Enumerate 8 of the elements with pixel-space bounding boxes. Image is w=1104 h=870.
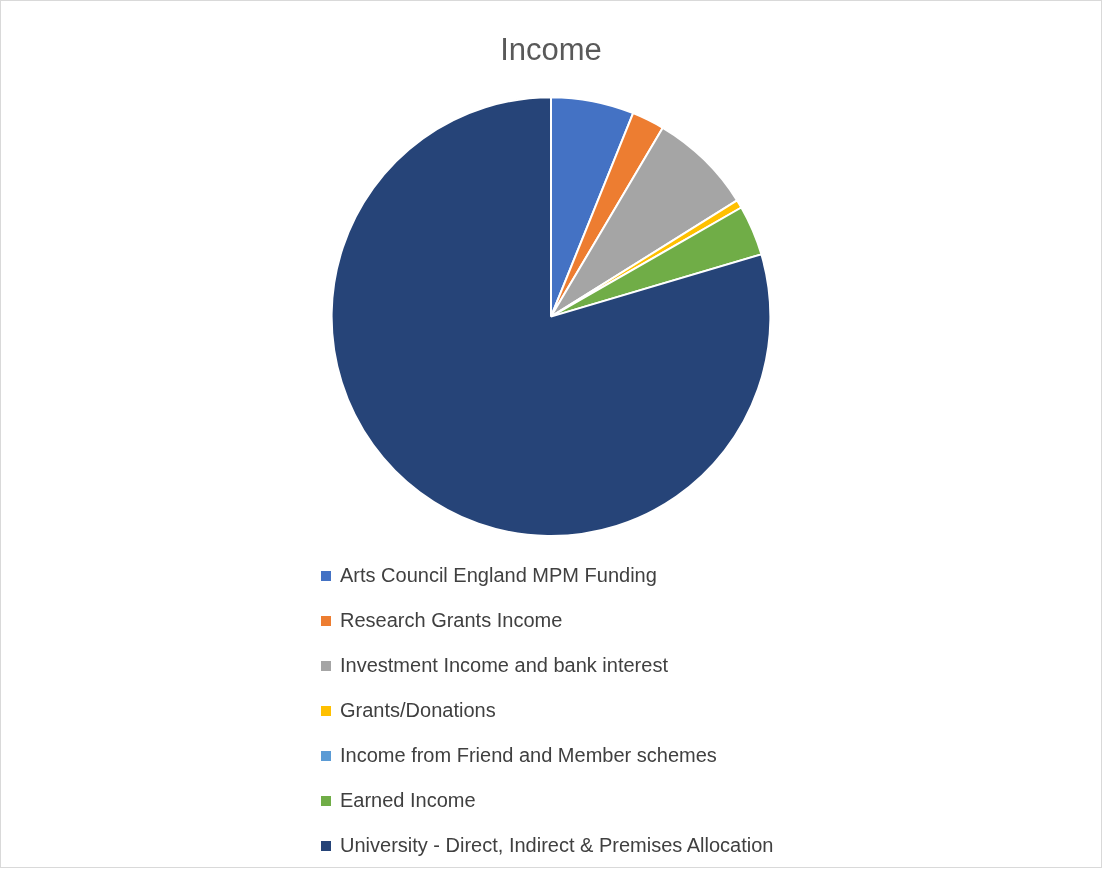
legend-label: Earned Income: [340, 789, 476, 812]
chart-title: Income: [500, 32, 602, 68]
legend-label: Arts Council England MPM Funding: [340, 564, 657, 587]
legend-label: Grants/Donations: [340, 699, 496, 722]
legend-label: Investment Income and bank interest: [340, 654, 668, 677]
legend-label: University - Direct, Indirect & Premises Allocation: [340, 834, 774, 857]
legend-label: Research Grants Income: [340, 609, 563, 632]
legend-label: Income from Friend and Member schemes: [340, 744, 717, 767]
